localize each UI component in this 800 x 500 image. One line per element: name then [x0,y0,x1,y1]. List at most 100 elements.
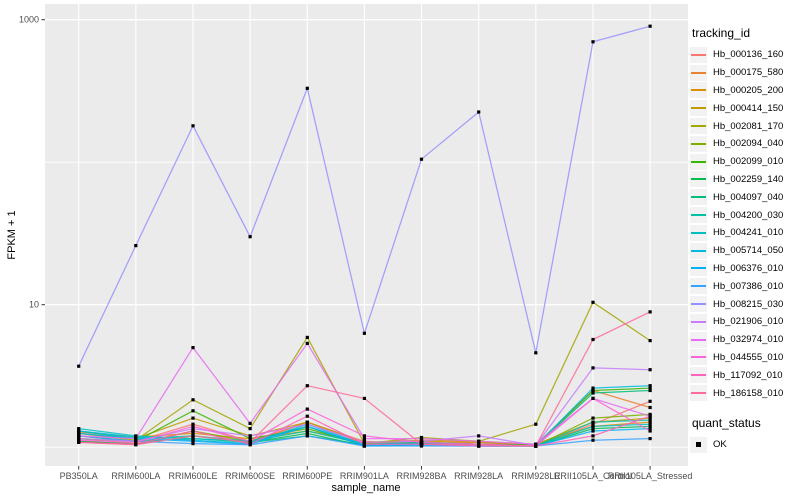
gridlines [45,4,688,466]
data-point [591,420,595,424]
legend-key [690,153,707,170]
data-point [77,429,81,433]
data-point [191,427,195,431]
x-tick-label: RRIM600PE [282,471,332,481]
legend-item-Hb_186158_010: Hb_186158_010 [690,384,798,402]
data-point [248,427,252,431]
data-point [362,331,366,335]
data-point [591,434,595,438]
data-point [191,434,195,438]
data-point [591,396,595,400]
data-point [362,444,366,448]
legend-key [690,171,707,188]
data-point [591,337,595,342]
legend-key-line-icon [691,356,706,359]
data-point [591,40,595,44]
legend-key-line-icon [691,285,706,288]
data-point [591,391,595,395]
data-point [477,439,481,443]
data-point [305,335,309,339]
data-point [77,434,81,438]
data-point [305,431,309,435]
data-point [248,434,252,438]
legend-key-line-icon [691,178,706,181]
legend-key-line-icon [691,71,706,74]
legend-item-label: Hb_000175_580 [713,67,784,79]
legend-key [690,313,707,330]
x-tick-label: RRII105LA_Stressed [608,471,693,481]
legend-key [690,118,707,135]
legend-item-Hb_002259_140: Hb_002259_140 [690,171,798,189]
legend-item-label: Hb_000205_200 [713,84,784,96]
data-point [534,444,538,448]
x-tick-label: RRII105LA_Control [554,471,632,481]
data-point [591,438,595,442]
legend-key [690,64,707,81]
legend-item-Hb_002099_010: Hb_002099_010 [690,153,798,171]
data-point [362,437,366,441]
legend-key [690,349,707,366]
legend-key-line-icon [691,196,706,199]
data-point [648,422,652,426]
data-point [591,427,595,431]
data-point [419,442,424,446]
black-square-point-icon [696,442,701,448]
legend-key [690,278,707,295]
data-point [191,431,195,435]
data-point [534,442,538,446]
legend-key [690,331,707,348]
data-point [191,429,195,433]
data-point [77,431,81,435]
data-point [419,440,424,444]
data-point [648,388,652,393]
data-point [591,366,595,370]
legend-item-label: Hb_000414_150 [713,102,784,114]
legend-item-label: Hb_117092_010 [713,369,783,381]
x-tick-label: RRIM901LA [340,471,389,481]
legend-item-label: Hb_002099_010 [713,156,784,168]
data-point [248,442,252,446]
legend-key [690,100,707,117]
legend-item-label: Hb_002259_140 [713,173,784,185]
data-point [591,388,595,393]
data-point [648,418,652,422]
legend-item-label: Hb_005714_050 [713,245,784,257]
quant-status-legend-title: quant_status [692,415,761,430]
legend-item-Hb_004241_010: Hb_004241_010 [690,224,798,242]
x-tick-label: PB350LA [60,471,98,481]
data-point [77,427,81,431]
data-point [77,364,81,368]
data-point [648,424,652,428]
data-point [305,429,309,433]
data-point [419,157,424,161]
data-point [648,24,652,28]
data-point [191,422,195,426]
data-point [248,440,252,444]
data-points [77,24,652,448]
legend-item-label: Hb_000136_160 [713,49,784,61]
legend-key [690,385,707,402]
legend-item-Hb_000136_160: Hb_000136_160 [690,46,798,64]
legend-key-line-icon [691,214,706,217]
x-tick-label: RRIM600LE [168,471,217,481]
legend-key [690,224,707,241]
data-point [191,439,195,443]
legend-key-line-icon [691,249,706,252]
legend-key [690,189,707,206]
y-tick-label: 1000 [19,15,39,25]
data-point [305,422,309,426]
data-point [305,434,309,438]
x-tick-label: RRIM928LE [511,471,560,481]
data-point [362,442,366,446]
data-point [191,398,195,402]
legend-item-label: Hb_021906_010 [713,316,784,328]
data-point [134,440,138,444]
legend-item-Hb_032974_010: Hb_032974_010 [690,331,798,349]
data-point [305,420,309,424]
data-point [648,420,652,424]
legend-item-Hb_006376_010: Hb_006376_010 [690,260,798,278]
data-point [591,300,595,304]
legend-item-Hb_005714_050: Hb_005714_050 [690,242,798,260]
data-point [248,437,252,441]
